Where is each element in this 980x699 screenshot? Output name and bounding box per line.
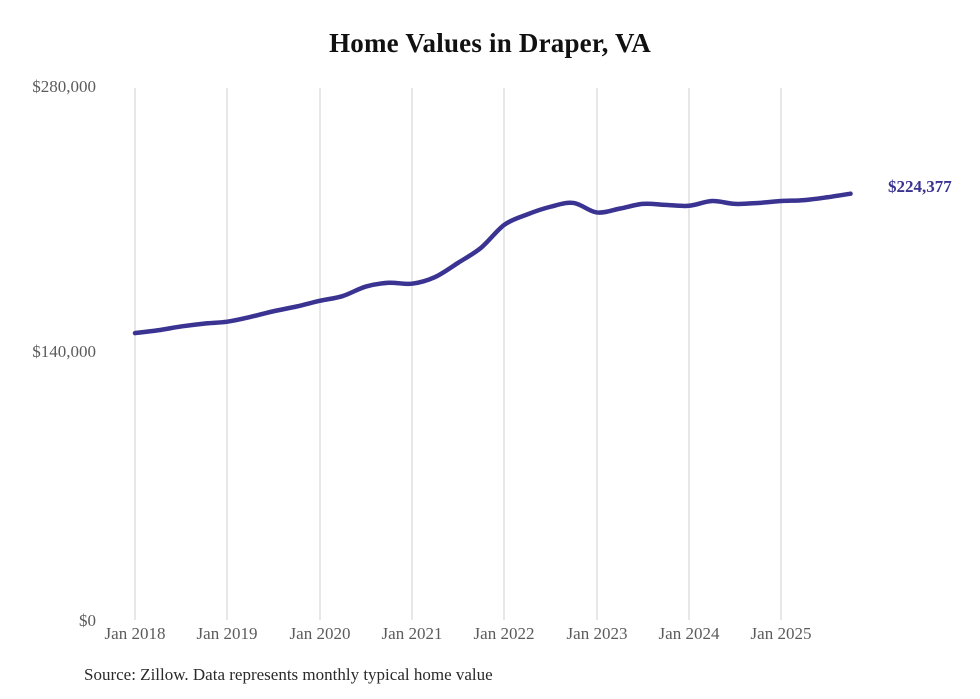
x-tick-label-jan-2018: Jan 2018	[104, 624, 166, 643]
value-line	[132, 191, 853, 336]
x-tick-label-jan-2022: Jan 2022	[473, 624, 535, 643]
source-footnote: Source: Zillow. Data represents monthly …	[84, 665, 493, 684]
y-tick-label-mid: $140,000	[32, 342, 96, 361]
x-tick-label-jan-2023: Jan 2023	[566, 624, 628, 643]
x-tick-label-jan-2019: Jan 2019	[196, 624, 258, 643]
x-tick-label-jan-2025: Jan 2025	[750, 624, 812, 643]
x-tick-label-jan-2021: Jan 2021	[381, 624, 443, 643]
end-value-annotation: $224,377	[888, 177, 952, 196]
y-tick-label-zero: $0	[79, 611, 96, 630]
gridlines	[134, 88, 782, 620]
y-tick-label-top: $280,000	[32, 77, 96, 96]
x-tick-label-jan-2020: Jan 2020	[289, 624, 351, 643]
page-title: Home Values in Draper, VA	[329, 28, 651, 58]
x-tick-label-jan-2024: Jan 2024	[658, 624, 720, 643]
